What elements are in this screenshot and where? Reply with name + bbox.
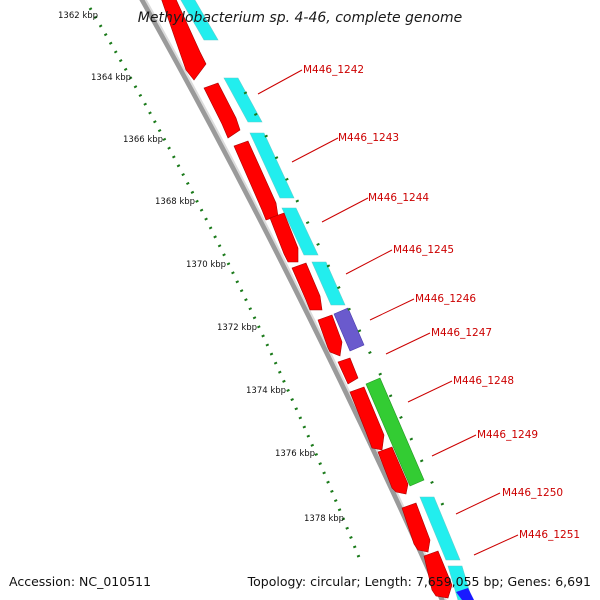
gene-label: M446_1251 — [519, 529, 580, 541]
gene-label: M446_1246 — [415, 293, 476, 305]
leader-line — [291, 137, 339, 163]
tick-label: 1376 kbp — [275, 449, 315, 459]
tick-label: 1378 kbp — [304, 514, 344, 524]
leader-line — [431, 434, 477, 457]
cyan-feature — [223, 77, 263, 123]
green-feature — [365, 377, 425, 487]
cds-arrow — [377, 446, 409, 495]
gene-label: M446_1245 — [393, 244, 454, 256]
leader-line — [473, 534, 519, 556]
blue-feature — [456, 588, 474, 600]
gene-label: M446_1250 — [502, 487, 563, 499]
tick-label: 1372 kbp — [217, 323, 257, 333]
leader-line — [257, 69, 303, 95]
leader-line — [369, 298, 415, 321]
cyan-feature — [249, 132, 295, 199]
cyan-feature — [281, 207, 319, 256]
cds-arrow — [161, 0, 207, 81]
cds-arrow — [337, 357, 359, 385]
gene-label: M446_1243 — [338, 132, 399, 144]
gene-label: M446_1247 — [431, 327, 492, 339]
tick-label: 1368 kbp — [155, 197, 195, 207]
cds-arrow — [349, 386, 385, 451]
backbone — [139, 0, 447, 600]
cds-arrow — [291, 262, 323, 311]
tick-label: 1374 kbp — [246, 386, 286, 396]
leader-line — [321, 197, 369, 223]
cds-features — [161, 0, 453, 599]
leader-line — [345, 249, 393, 275]
leader-line — [455, 492, 501, 515]
tick-track — [88, 7, 362, 561]
accession-text: Accession: NC_010511 — [9, 574, 151, 589]
cyan-feature — [311, 261, 346, 306]
tick-labels: 1362 kbp 1364 kbp 1366 kbp 1368 kbp 1370… — [58, 11, 344, 524]
gene-labels: M446_1242 M446_1243 M446_1244 M446_1245 … — [303, 64, 580, 541]
purple-feature — [333, 307, 365, 352]
map-title: Methylobacterium sp. 4-46, complete geno… — [138, 10, 462, 26]
leader-line — [407, 380, 453, 403]
gene-label: M446_1244 — [368, 192, 429, 204]
genome-summary-text: Topology: circular; Length: 7,659,055 bp… — [247, 574, 591, 589]
cyan-feature — [180, 0, 219, 41]
gene-label: M446_1242 — [303, 64, 364, 76]
cds-arrow — [269, 212, 299, 263]
tick-label: 1370 kbp — [186, 260, 226, 270]
cds-arrow — [423, 550, 453, 599]
gene-label: M446_1249 — [477, 429, 538, 441]
cds-arrow — [317, 314, 343, 357]
leader-line — [385, 332, 431, 355]
gene-label: M446_1248 — [453, 375, 514, 387]
leader-lines — [257, 69, 519, 556]
cyan-feature — [419, 496, 461, 561]
tick-label: 1362 kbp — [58, 11, 98, 21]
cds-arrow — [203, 82, 241, 139]
tick-label: 1364 kbp — [91, 73, 131, 83]
cds-arrow — [401, 502, 431, 553]
tick-label: 1366 kbp — [123, 135, 163, 145]
